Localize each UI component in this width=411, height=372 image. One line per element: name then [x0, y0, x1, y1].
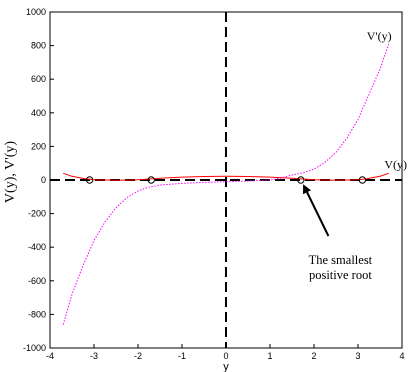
- axis-ticks: -4 -3 -2 -1 0 1 2 3 4 -1000 -800 -600 -400 -200 0 200 40…: [23, 7, 405, 361]
- annotation-line: positive root: [309, 268, 372, 282]
- root-marker: [147, 176, 155, 184]
- root-marker: [85, 176, 94, 184]
- y-tick-label: -1000: [23, 343, 46, 353]
- series-layer: [62, 43, 390, 325]
- annotation-arrow: [303, 184, 330, 237]
- y-tick-label: 600: [31, 74, 46, 84]
- x-tick-label: 2: [311, 351, 316, 361]
- y-axis-title: V(y), V'(y): [3, 141, 18, 203]
- annotations-layer: V'(y) V(y) The smallest positive root: [303, 29, 407, 282]
- y-tick-label: -200: [28, 209, 46, 219]
- y-tick-label: -800: [28, 309, 46, 319]
- x-tick-label: -4: [46, 351, 54, 361]
- y-tick-label: 400: [31, 108, 46, 118]
- series-label: V(y): [384, 157, 407, 171]
- y-tick-label: -600: [28, 276, 46, 286]
- x-tick-label: 4: [399, 351, 404, 361]
- x-tick-label: -1: [178, 351, 186, 361]
- root-marker: [358, 176, 367, 184]
- x-tick-label: 3: [355, 351, 360, 361]
- x-tick-label: 0: [223, 351, 228, 361]
- x-tick-label: -3: [90, 351, 98, 361]
- roots-layer: [85, 176, 367, 184]
- y-tick-label: 1000: [26, 7, 46, 17]
- annotation-line: The smallest: [309, 253, 373, 267]
- series-line-v: [63, 172, 389, 181]
- series-label: V'(y): [367, 29, 392, 43]
- y-tick-label: 200: [31, 141, 46, 151]
- x-tick-label: -2: [134, 351, 142, 361]
- y-tick-label: 0: [41, 175, 46, 185]
- axis-titles: y V(y), V'(y): [3, 141, 229, 372]
- x-axis-title: y: [223, 361, 229, 372]
- y-tick-label: 800: [31, 41, 46, 51]
- series-line-v-prime: [62, 43, 390, 325]
- x-tick-label: 1: [267, 351, 272, 361]
- y-tick-label: -400: [28, 242, 46, 252]
- root-marker: [297, 176, 305, 184]
- annotation-smallest-root: The smallest positive root: [309, 253, 373, 282]
